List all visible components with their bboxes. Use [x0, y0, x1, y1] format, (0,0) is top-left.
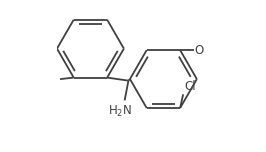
Text: H$_2$N: H$_2$N — [108, 104, 132, 119]
Text: O: O — [194, 44, 204, 57]
Text: Cl: Cl — [184, 80, 196, 93]
